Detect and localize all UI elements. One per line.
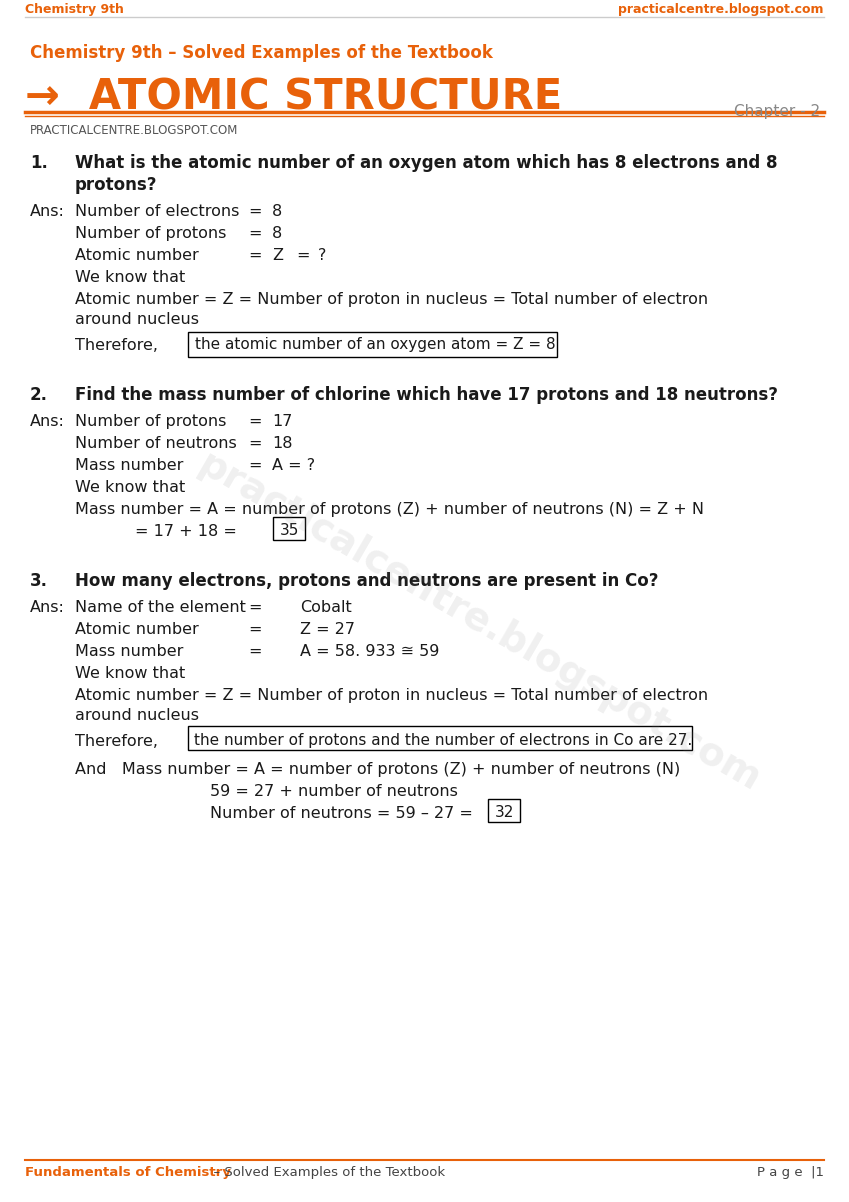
Text: ?: ?	[318, 248, 326, 263]
Text: What is the atomic number of an oxygen atom which has 8 electrons and 8: What is the atomic number of an oxygen a…	[75, 154, 778, 172]
Text: =: =	[248, 600, 261, 615]
Text: →  ATOMIC STRUCTURE: → ATOMIC STRUCTURE	[25, 77, 562, 119]
Text: =: =	[296, 248, 310, 263]
Text: 8: 8	[272, 204, 282, 219]
Text: Z: Z	[272, 248, 283, 263]
Text: Number of neutrons: Number of neutrons	[75, 436, 237, 451]
Text: Mass number = A = number of protons (Z) + number of neutrons (N) = Z + N: Mass number = A = number of protons (Z) …	[75, 502, 704, 517]
Text: the atomic number of an oxygen atom = Z = 8: the atomic number of an oxygen atom = Z …	[195, 337, 555, 352]
FancyBboxPatch shape	[188, 726, 692, 750]
Text: We know that: We know that	[75, 270, 185, 285]
Text: 1.: 1.	[30, 154, 48, 172]
Text: Therefore,: Therefore,	[75, 734, 158, 749]
Text: =: =	[248, 226, 261, 240]
Text: Mass number: Mass number	[75, 458, 183, 474]
Text: 59 = 27 + number of neutrons: 59 = 27 + number of neutrons	[210, 784, 458, 799]
Text: Fundamentals of Chemistry: Fundamentals of Chemistry	[25, 1166, 231, 1179]
FancyBboxPatch shape	[273, 517, 305, 540]
Text: Find the mass number of chlorine which have 17 protons and 18 neutrons?: Find the mass number of chlorine which h…	[75, 386, 778, 404]
Text: 17: 17	[272, 413, 292, 429]
Text: Mass number: Mass number	[75, 644, 183, 659]
Text: 3.: 3.	[30, 572, 48, 590]
Text: =: =	[248, 248, 261, 263]
FancyBboxPatch shape	[188, 332, 557, 357]
Text: We know that: We know that	[75, 666, 185, 682]
Text: 2.: 2.	[30, 386, 48, 404]
Text: =: =	[248, 436, 261, 451]
Text: Chapter - 2: Chapter - 2	[734, 105, 820, 119]
Text: =: =	[248, 204, 261, 219]
Text: the number of protons and the number of electrons in Co are 27.: the number of protons and the number of …	[194, 733, 692, 748]
Text: Number of protons: Number of protons	[75, 413, 227, 429]
Text: 35: 35	[280, 523, 300, 538]
Text: Chemistry 9th – Solved Examples of the Textbook: Chemistry 9th – Solved Examples of the T…	[30, 44, 493, 63]
Text: We know that: We know that	[75, 480, 185, 495]
Text: Ans:: Ans:	[30, 204, 65, 219]
Text: Number of electrons: Number of electrons	[75, 204, 239, 219]
Text: Chemistry 9th: Chemistry 9th	[25, 2, 124, 16]
Text: P a g e  |1: P a g e |1	[757, 1166, 824, 1179]
Text: protons?: protons?	[75, 175, 158, 194]
Text: 32: 32	[495, 805, 514, 820]
Text: 18: 18	[272, 436, 293, 451]
Text: around nucleus: around nucleus	[75, 708, 199, 722]
Text: Atomic number: Atomic number	[75, 621, 199, 637]
Text: Therefore,: Therefore,	[75, 338, 158, 353]
Text: =: =	[248, 644, 261, 659]
Text: Ans:: Ans:	[30, 413, 65, 429]
Text: =: =	[248, 621, 261, 637]
Text: Cobalt: Cobalt	[300, 600, 351, 615]
Text: Atomic number = Z = Number of proton in nucleus = Total number of electron: Atomic number = Z = Number of proton in …	[75, 292, 708, 307]
Text: PRACTICALCENTRE.BLOGSPOT.COM: PRACTICALCENTRE.BLOGSPOT.COM	[30, 124, 239, 137]
Text: =: =	[248, 413, 261, 429]
FancyBboxPatch shape	[488, 799, 520, 822]
Text: Atomic number = Z = Number of proton in nucleus = Total number of electron: Atomic number = Z = Number of proton in …	[75, 688, 708, 703]
Text: =: =	[248, 458, 261, 474]
Text: And   Mass number = A = number of protons (Z) + number of neutrons (N): And Mass number = A = number of protons …	[75, 762, 680, 776]
Text: A = 58. 933 ≅ 59: A = 58. 933 ≅ 59	[300, 644, 440, 659]
Text: around nucleus: around nucleus	[75, 313, 199, 327]
Text: Atomic number: Atomic number	[75, 248, 199, 263]
Text: Number of neutrons = 59 – 27 =: Number of neutrons = 59 – 27 =	[210, 807, 478, 821]
Text: A = ?: A = ?	[272, 458, 315, 474]
Text: = 17 + 18 =: = 17 + 18 =	[135, 524, 242, 538]
Text: 8: 8	[272, 226, 282, 240]
Text: – Solved Examples of the Textbook: – Solved Examples of the Textbook	[205, 1166, 445, 1179]
Text: practicalcentre.blogspot.com: practicalcentre.blogspot.com	[192, 445, 768, 799]
Text: Ans:: Ans:	[30, 600, 65, 615]
Text: How many electrons, protons and neutrons are present in Co?: How many electrons, protons and neutrons…	[75, 572, 659, 590]
Text: practicalcentre.blogspot.com: practicalcentre.blogspot.com	[619, 2, 824, 16]
Text: Z = 27: Z = 27	[300, 621, 355, 637]
Text: Name of the element: Name of the element	[75, 600, 246, 615]
Text: Number of protons: Number of protons	[75, 226, 227, 240]
